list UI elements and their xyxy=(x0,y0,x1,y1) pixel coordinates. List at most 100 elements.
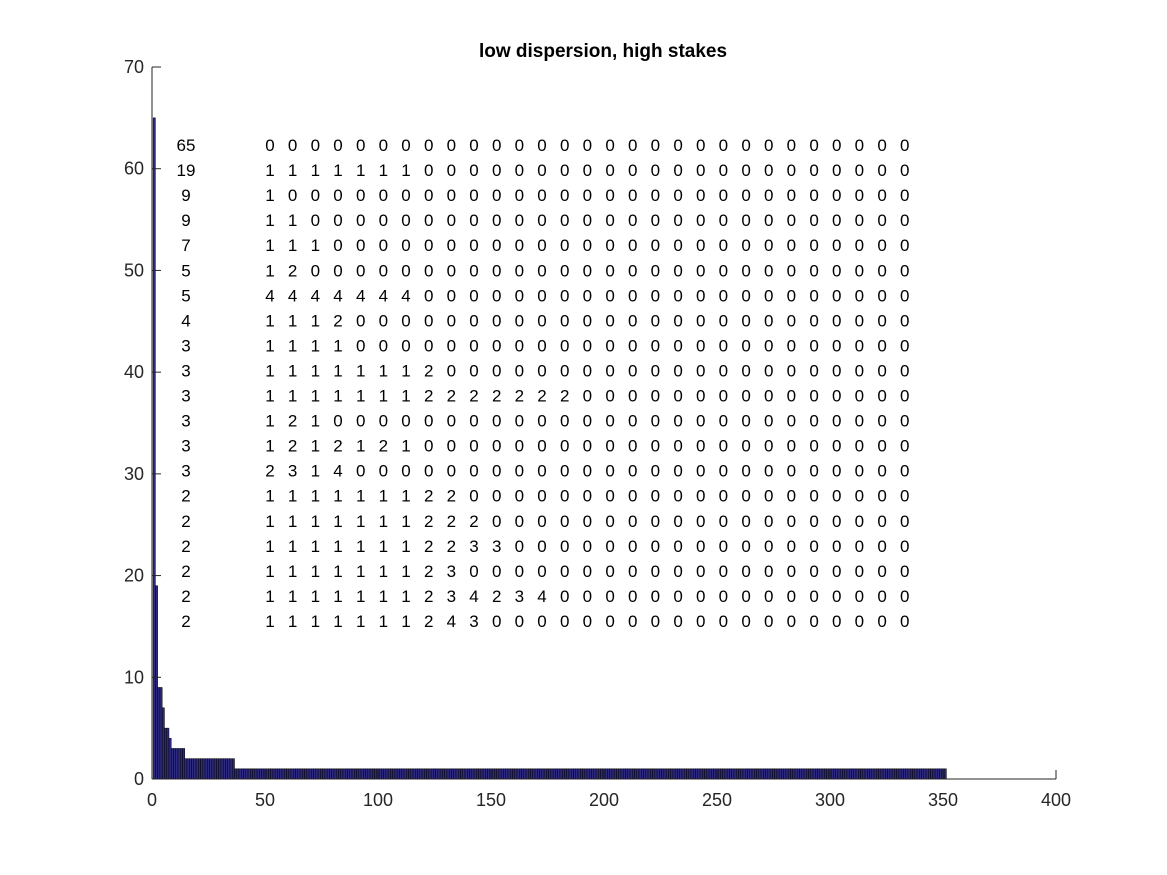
bar xyxy=(283,768,287,780)
table-cell: 0 xyxy=(356,136,365,155)
table-cell: 0 xyxy=(741,211,750,230)
bar xyxy=(234,768,238,780)
table-cell: 2 xyxy=(424,387,433,406)
table-cell: 0 xyxy=(628,587,637,606)
bar xyxy=(758,768,762,780)
bar xyxy=(781,768,784,780)
bar xyxy=(552,768,556,780)
table-cell: 0 xyxy=(809,612,818,631)
bar xyxy=(724,768,728,780)
table-cell: 0 xyxy=(809,437,818,456)
bar xyxy=(390,768,393,780)
table-cell: 0 xyxy=(764,512,773,531)
table-cell: 0 xyxy=(809,587,818,606)
table-cell: 1 xyxy=(311,412,320,431)
table-cell: 0 xyxy=(764,211,773,230)
bar xyxy=(925,768,929,780)
table-cell: 0 xyxy=(741,161,750,180)
table-cell: 0 xyxy=(855,161,864,180)
table-cell: 1 xyxy=(311,612,320,631)
bar xyxy=(903,768,906,780)
bar xyxy=(677,768,680,780)
table-cell: 0 xyxy=(515,437,524,456)
table-cell: 0 xyxy=(537,361,546,380)
bar xyxy=(894,768,897,780)
table-cell: 0 xyxy=(447,286,456,305)
bar xyxy=(896,768,900,780)
bar xyxy=(686,768,689,780)
table-cell: 0 xyxy=(764,462,773,481)
table-cell: 0 xyxy=(492,437,501,456)
bar xyxy=(261,768,265,780)
table-cell: 0 xyxy=(583,236,592,255)
bar xyxy=(180,748,183,780)
table-cell: 0 xyxy=(696,136,705,155)
bar xyxy=(211,758,215,780)
table-cell: 1 xyxy=(356,537,365,556)
table-cell: 0 xyxy=(583,286,592,305)
bar xyxy=(394,768,398,780)
table-cell: 0 xyxy=(696,462,705,481)
bar xyxy=(681,768,685,780)
table-cell: 0 xyxy=(492,211,501,230)
bar xyxy=(577,768,581,780)
table-cell: 0 xyxy=(855,537,864,556)
bar xyxy=(824,768,827,780)
bar xyxy=(815,768,818,780)
table-cell: 0 xyxy=(900,136,909,155)
table-cell: 1 xyxy=(311,462,320,481)
table-cell: 0 xyxy=(696,211,705,230)
table-cell: 4 xyxy=(265,286,274,305)
table-count-cell: 3 xyxy=(181,412,190,431)
table-cell: 0 xyxy=(900,161,909,180)
table-cell: 0 xyxy=(877,537,886,556)
table-cell: 2 xyxy=(424,512,433,531)
table-cell: 0 xyxy=(673,236,682,255)
table-count-cell: 3 xyxy=(181,361,190,380)
table-cell: 0 xyxy=(764,412,773,431)
bar xyxy=(213,758,217,780)
bar xyxy=(772,768,775,780)
table-cell: 0 xyxy=(424,136,433,155)
table-cell: 0 xyxy=(605,612,614,631)
bar xyxy=(428,768,432,780)
bar xyxy=(625,768,628,780)
table-cell: 0 xyxy=(877,462,886,481)
bar xyxy=(186,758,190,780)
table-cell: 0 xyxy=(673,261,682,280)
bar xyxy=(860,768,864,780)
table-cell: 0 xyxy=(787,462,796,481)
table-cell: 0 xyxy=(787,512,796,531)
table-cell: 0 xyxy=(515,462,524,481)
bar xyxy=(403,768,407,780)
table-cell: 0 xyxy=(719,136,728,155)
table-cell: 1 xyxy=(288,512,297,531)
table-cell: 0 xyxy=(673,136,682,155)
table-cell: 0 xyxy=(469,186,478,205)
table-cell: 0 xyxy=(379,412,388,431)
table-cell: 0 xyxy=(651,487,660,506)
table-cell: 0 xyxy=(515,612,524,631)
bar xyxy=(713,768,717,780)
table-cell: 0 xyxy=(651,311,660,330)
table-cell: 0 xyxy=(537,261,546,280)
table-cell: 0 xyxy=(855,186,864,205)
table-cell: 0 xyxy=(583,487,592,506)
table-cell: 0 xyxy=(855,236,864,255)
table-cell: 0 xyxy=(696,387,705,406)
table-cell: 0 xyxy=(379,311,388,330)
table-cell: 2 xyxy=(424,612,433,631)
table-cell: 0 xyxy=(583,261,592,280)
table-cell: 0 xyxy=(628,161,637,180)
table-cell: 0 xyxy=(855,512,864,531)
table-cell: 0 xyxy=(651,261,660,280)
table-cell: 0 xyxy=(787,261,796,280)
table-cell: 1 xyxy=(265,261,274,280)
bar xyxy=(182,748,186,780)
bar xyxy=(360,768,364,780)
table-cell: 0 xyxy=(560,336,569,355)
table-cell: 0 xyxy=(855,261,864,280)
table-cell: 0 xyxy=(379,236,388,255)
table-cell: 0 xyxy=(628,462,637,481)
table-cell: 0 xyxy=(401,186,410,205)
